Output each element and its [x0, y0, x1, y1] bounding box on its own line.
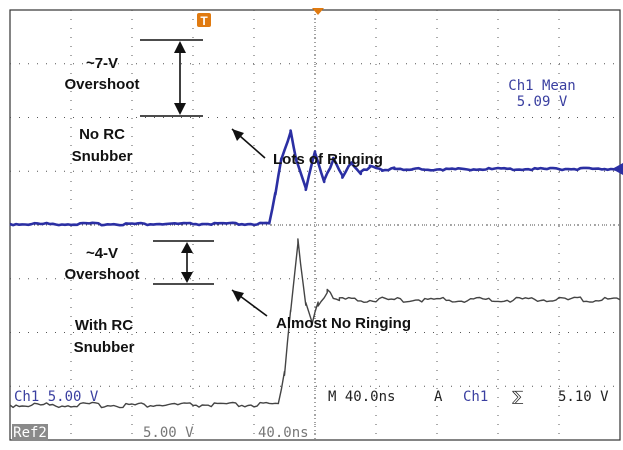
trigger-marker-label: T [200, 14, 208, 28]
ref-label: Ref2 [13, 425, 47, 441]
timebase-readout: M 40.0ns [328, 389, 395, 405]
trace-ch1 [9, 129, 621, 227]
top-ringing-callout: Lots of Ringing [231, 128, 383, 168]
trigger-source-readout: Ch1 [463, 389, 488, 405]
bottom-condition-line1: With RC [75, 317, 133, 334]
waveform-traces [9, 129, 621, 409]
bottom-overshoot-line1: ~4-V [86, 245, 118, 262]
bottom-overshoot-line2: Overshoot [64, 266, 139, 283]
ref-time-readout: 40.0ns [258, 425, 309, 441]
ch1-mean-label: Ch1 Mean [508, 78, 575, 94]
top-overshoot-line2: Overshoot [64, 76, 139, 93]
ref-label-badge [12, 424, 48, 441]
trigger-level-readout: 5.10 V [558, 389, 609, 405]
bottom-overshoot-annotation: ~4-V Overshoot [64, 240, 214, 285]
top-ringing-label: Lots of Ringing [273, 151, 383, 168]
top-overshoot-line1: ~7-V [86, 55, 118, 72]
trigger-position-marker: T [197, 13, 211, 28]
bottom-ringing-callout: Almost No Ringing [231, 289, 411, 332]
top-condition-line1: No RC [79, 126, 125, 143]
top-overshoot-annotation: ~7-V Overshoot [64, 39, 203, 117]
trace-ref2 [9, 238, 621, 409]
bottom-ringing-label: Almost No Ringing [276, 315, 411, 332]
trigger-time-marker-icon [312, 8, 324, 15]
ref-scale-readout: 5.00 V [143, 425, 194, 441]
top-condition-line2: Snubber [72, 148, 133, 165]
bottom-condition-line2: Snubber [74, 339, 135, 356]
ch1-mean-value: 5.09 V [517, 94, 568, 110]
ch1-scale-readout: Ch1 5.00 V [14, 389, 99, 405]
trigger-level-arrow-icon [612, 163, 623, 175]
trigger-mode-readout: A [434, 389, 443, 405]
trigger-slope-icon: ⅀ [512, 389, 524, 405]
